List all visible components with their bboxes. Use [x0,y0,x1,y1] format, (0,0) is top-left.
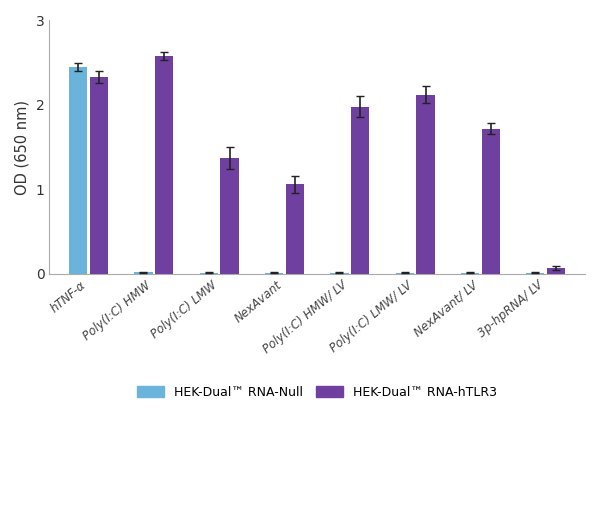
Y-axis label: OD (650 nm): OD (650 nm) [15,100,30,195]
Bar [416,95,435,274]
Bar [265,273,283,274]
Legend: HEK-Dual™ RNA-Null, HEK-Dual™ RNA-hTLR3: HEK-Dual™ RNA-Null, HEK-Dual™ RNA-hTLR3 [137,386,497,399]
Bar [395,273,414,274]
Bar [461,273,479,274]
Bar [134,272,152,274]
Bar [547,268,565,274]
Bar [90,77,108,274]
Bar [526,273,544,274]
Bar [200,273,218,274]
Bar [155,56,173,274]
Bar [482,128,500,274]
Bar [286,184,304,274]
Bar [220,158,239,274]
Bar [69,67,87,274]
Bar [330,273,349,274]
Bar [351,106,370,274]
